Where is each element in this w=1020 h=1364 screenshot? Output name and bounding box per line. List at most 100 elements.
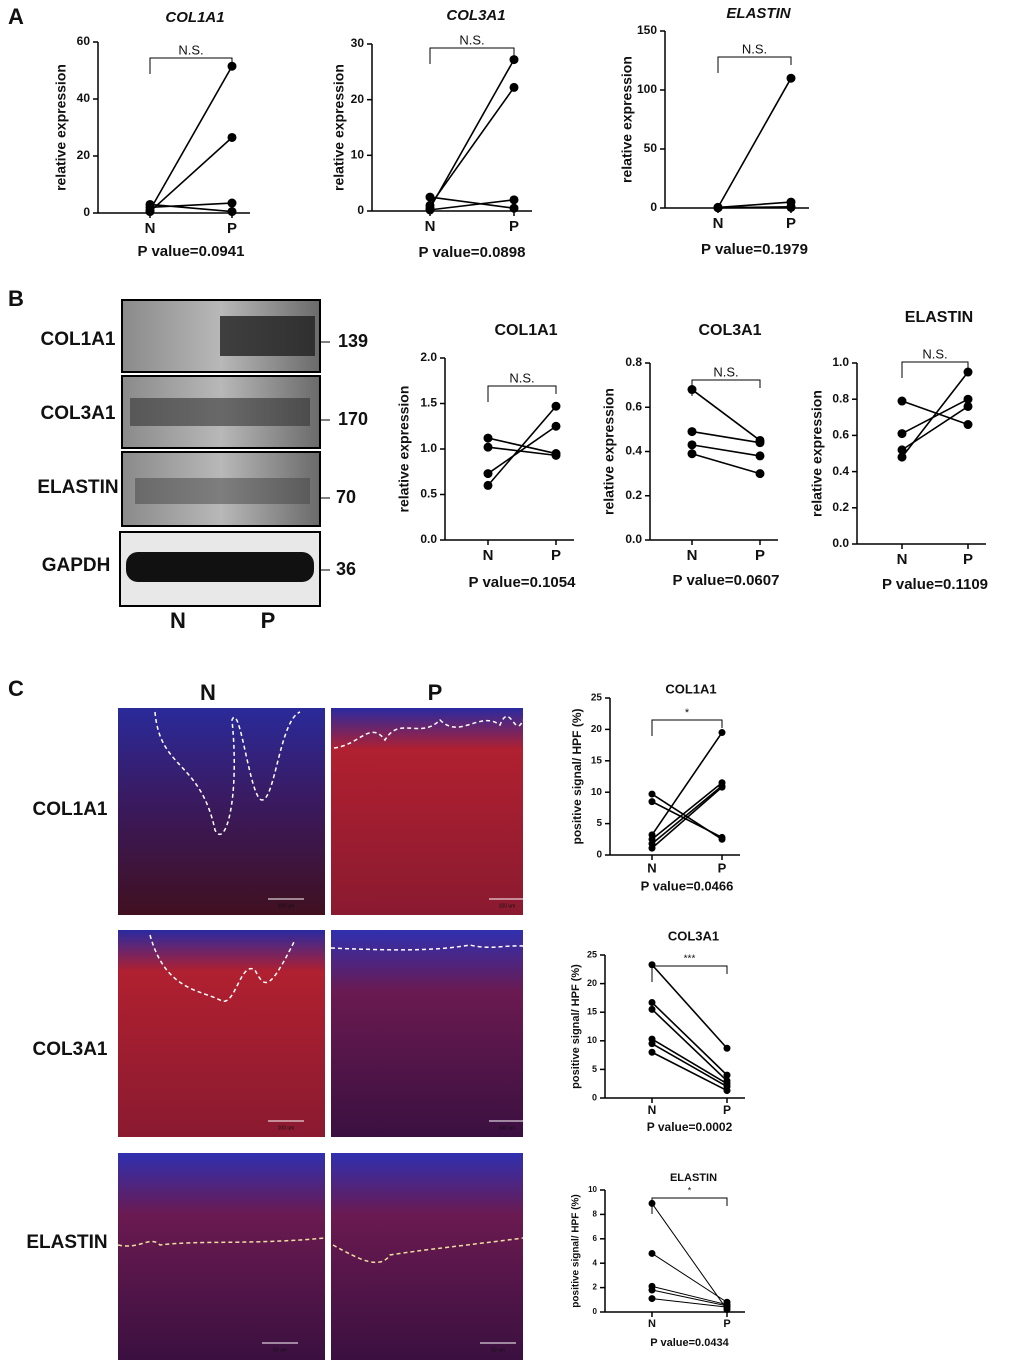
chart-title: COL1A1: [165, 9, 224, 26]
y-tick-label: 0.5: [420, 487, 437, 501]
column-label: N: [200, 680, 216, 705]
boundary: [330, 944, 524, 951]
point: [687, 427, 697, 437]
pair-line: [691, 444, 761, 457]
band-label: GAPDH: [42, 555, 111, 576]
y-tick-label: 5: [592, 1064, 597, 1074]
chart-title: ELASTIN: [670, 1172, 717, 1184]
point: [227, 61, 237, 71]
p-value: P value=0.1054: [469, 574, 577, 591]
pair-line: [429, 59, 515, 209]
y-tick-label: 0: [83, 205, 90, 219]
pair-line: [901, 371, 969, 458]
point: [897, 445, 907, 455]
pair-line: [149, 136, 233, 213]
pair-line: [651, 786, 723, 849]
y-tick-label: 0: [593, 1307, 598, 1316]
y-tick-label: 0.0: [420, 532, 437, 546]
y-tick-label: 0.0: [832, 536, 849, 550]
y-tick-label: 100: [637, 82, 657, 96]
band-label: COL3A1: [41, 403, 116, 424]
pair-line: [651, 782, 723, 840]
y-tick-label: 4: [593, 1258, 598, 1267]
p-value: P value=0.0941: [138, 243, 245, 260]
pair-line: [149, 202, 233, 209]
x-tick-label: N: [687, 547, 698, 564]
pair-line: [651, 1285, 728, 1306]
y-axis-label: positive signal/ HPF (%): [570, 964, 582, 1089]
point: [483, 433, 493, 443]
pair-line: [651, 800, 723, 839]
pair-line: [429, 196, 515, 210]
chart-title: ELASTIN: [726, 5, 791, 22]
pair-line: [651, 1008, 728, 1082]
y-tick-label: 20: [77, 148, 91, 162]
p-value: P value=0.0002: [647, 1120, 733, 1134]
image: [118, 1153, 325, 1360]
column-label: P: [428, 680, 443, 705]
y-axis-label: relative expression: [396, 386, 412, 513]
blot-band: [130, 398, 310, 426]
significance-label: N.S.: [742, 41, 767, 56]
pair-line: [149, 65, 233, 211]
point: [648, 844, 656, 852]
pair-line: [487, 446, 557, 457]
panel-letter: C: [8, 676, 24, 701]
point: [648, 998, 656, 1006]
significance-label: N.S.: [922, 346, 947, 361]
pair-line: [429, 86, 515, 206]
y-tick-label: 2: [593, 1283, 598, 1292]
y-tick-label: 60: [77, 34, 91, 48]
significance-bracket: [717, 56, 792, 73]
point: [687, 385, 697, 395]
pair-line: [691, 452, 761, 475]
y-tick-label: 0: [650, 200, 657, 214]
scale-bar-label: 100 um: [278, 903, 295, 909]
y-tick-label: 0.2: [625, 488, 642, 502]
y-tick-label: 8: [593, 1210, 598, 1219]
point: [227, 198, 237, 208]
significance-label: N.S.: [459, 32, 484, 47]
point: [509, 195, 519, 205]
y-axis-label: relative expression: [619, 56, 635, 183]
chart-title: COL3A1: [446, 7, 505, 24]
y-tick-label: 25: [587, 949, 597, 959]
pair-line: [651, 1001, 728, 1076]
y-tick-label: 25: [591, 693, 603, 704]
point: [963, 367, 973, 377]
x-tick-label: N: [648, 1318, 656, 1330]
chart-title: ELASTIN: [905, 309, 973, 326]
significance-label: N.S.: [713, 364, 738, 379]
significance-bracket: [651, 965, 728, 982]
point: [227, 207, 237, 217]
pair-line: [717, 201, 792, 209]
significance-label: N.S.: [178, 42, 203, 57]
x-tick-label: P: [227, 220, 237, 237]
chart-title: COL1A1: [494, 322, 557, 339]
significance-bracket: [487, 385, 557, 402]
image: [118, 708, 325, 915]
p-value: P value=0.0607: [673, 572, 780, 589]
boundary: [149, 934, 296, 1003]
significance-label: *: [688, 1185, 692, 1195]
x-tick-label: P: [718, 860, 727, 875]
x-tick-label: P: [509, 218, 519, 235]
point: [648, 1199, 656, 1207]
pair-line: [429, 199, 515, 211]
y-tick-label: 0.0: [625, 532, 642, 546]
point: [786, 202, 796, 212]
point: [509, 55, 519, 65]
point: [718, 729, 726, 737]
band-size: 139: [338, 331, 368, 351]
y-tick-label: 0.6: [832, 428, 849, 442]
x-tick-label: N: [145, 220, 156, 237]
pair-line: [901, 398, 969, 435]
point: [755, 451, 765, 461]
y-tick-label: 0.2: [832, 500, 849, 514]
pair-line: [651, 1038, 728, 1085]
pair-line: [651, 964, 728, 1049]
y-tick-label: 0.4: [832, 464, 849, 478]
point: [897, 452, 907, 462]
y-tick-label: 15: [587, 1007, 597, 1017]
y-axis-label: relative expression: [601, 388, 617, 515]
